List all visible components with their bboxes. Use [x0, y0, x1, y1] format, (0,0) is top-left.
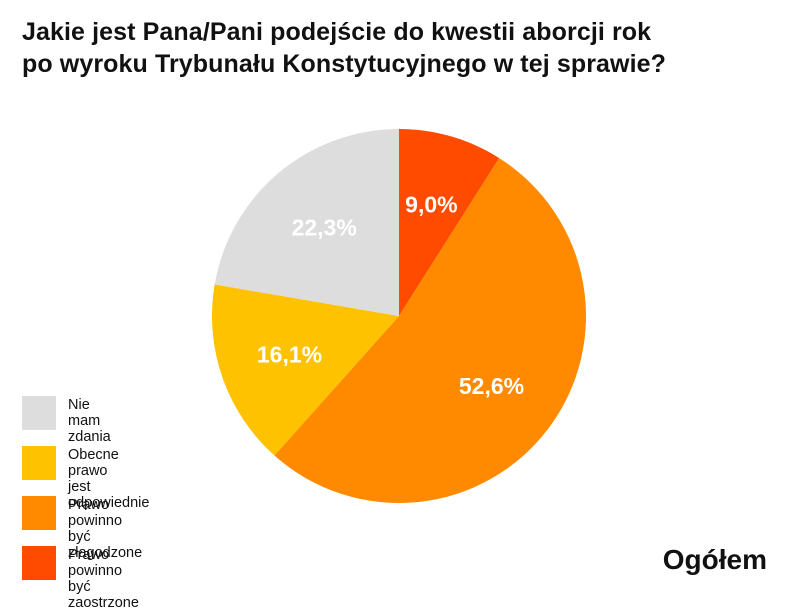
legend-swatch [22, 496, 56, 530]
pie-slice-nie-mam-zdania [214, 129, 399, 316]
pie-data-label-nie-mam-zdania: 22,3% [292, 214, 357, 240]
chart-title: Jakie jest Pana/Pani podejście do kwesti… [22, 16, 782, 80]
legend-label: Nie mam zdania [68, 397, 111, 445]
pie-slice-prawo-powinno-byc-zaostrzone [399, 129, 500, 316]
legend-item-nie-mam-zdania: Nie mam zdania [22, 396, 111, 445]
chart-subtitle: Ogółem [662, 544, 767, 575]
legend-item-obecne-prawo-jest-odpowiednie: Obecne prawo jest odpowiednie [22, 446, 149, 511]
pie-slice-obecne-prawo-jest-odpowiednie [211, 284, 399, 456]
legend-item-prawo-powinno-byc-zlagodzone: Prawo powinno być złagodzone [22, 496, 142, 561]
legend-swatch [22, 446, 56, 480]
chart-title-line-2: po wyroku Trybunału Konstytucyjnego w te… [22, 50, 666, 78]
legend-swatch [22, 396, 56, 430]
legend-label: Prawo powinno być złagodzone [68, 497, 143, 561]
pie-data-label-prawo-powinno-byc-zaostrzone: 9,0% [405, 192, 457, 218]
chart-title-line-1: Jakie jest Pana/Pani podejście do kwesti… [22, 18, 652, 46]
legend-item-prawo-powinno-byc-zaostrzone: Prawo powinno być zaostrzone [22, 546, 139, 611]
pie-data-label-obecne-prawo-jest-odpowiednie: 16,1% [257, 341, 322, 367]
pie-data-label-prawo-powinno-byc-zlagodzone: 52,6% [459, 373, 524, 399]
pie-slice-prawo-powinno-byc-zlagodzone [274, 158, 587, 504]
legend-label: Prawo powinno być zaostrzone [68, 547, 139, 611]
legend-swatch [22, 546, 56, 580]
legend-label: Obecne prawo jest odpowiednie [68, 447, 150, 511]
